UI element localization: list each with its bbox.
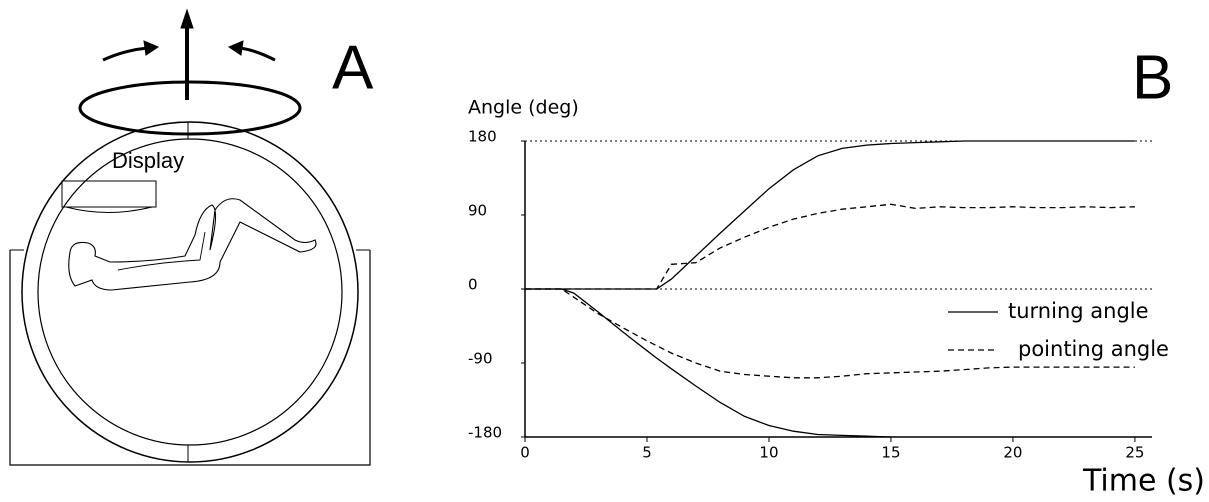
y-tick-label: -90 xyxy=(468,350,493,368)
display-label: Display xyxy=(112,148,184,173)
arrowhead xyxy=(144,41,158,55)
inner-ring xyxy=(38,139,342,445)
y-axis-label: Angle (deg) xyxy=(468,97,579,119)
y-tick-label: 0 xyxy=(468,276,478,294)
y-tick-label: -180 xyxy=(468,424,502,442)
x-tick-label: 0 xyxy=(520,444,530,462)
x-tick-label: 15 xyxy=(881,444,900,462)
y-tick-label: 180 xyxy=(468,128,497,146)
person-arm xyxy=(118,232,205,270)
x-tick-label: 5 xyxy=(642,444,652,462)
x-tick-label: 20 xyxy=(1003,444,1022,462)
x-tick-label: 10 xyxy=(759,444,778,462)
rotation-arrow xyxy=(103,48,148,60)
figure: Display A B Angle (deg) Time (s) -180 -90… xyxy=(0,0,1209,502)
display-box xyxy=(62,181,156,207)
legend-label: turning angle xyxy=(1008,299,1149,323)
x-tick-label: 25 xyxy=(1125,444,1144,462)
outer-ring xyxy=(22,122,358,462)
rotation-ellipse xyxy=(80,82,300,134)
display-screen xyxy=(66,207,152,213)
legend-label: pointing angle xyxy=(1018,337,1169,361)
panel-a-diagram xyxy=(10,10,370,465)
series-line xyxy=(525,289,891,437)
panel-label: A xyxy=(332,33,374,102)
panel-label: B xyxy=(1132,43,1173,112)
x-axis-label: Time (s) xyxy=(1082,464,1205,499)
y-tick-label: 90 xyxy=(468,202,487,220)
arrowhead xyxy=(181,10,193,28)
arrowhead xyxy=(229,41,243,55)
rotation-arrow xyxy=(240,48,275,60)
series-line xyxy=(525,141,1135,289)
series-line xyxy=(525,204,1135,289)
